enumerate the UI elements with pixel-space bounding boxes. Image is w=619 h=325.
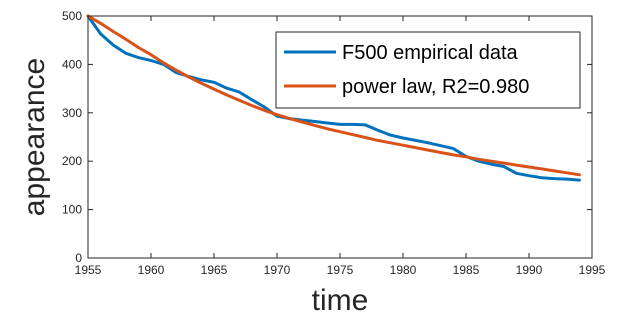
x-tick-label: 1965 (201, 263, 228, 277)
x-tick-label: 1960 (138, 263, 165, 277)
y-tick-label: 500 (62, 9, 82, 23)
legend-label-power-law: power law, R2=0.980 (342, 76, 529, 98)
x-tick-label: 1955 (75, 263, 102, 277)
legend-box (275, 31, 581, 109)
x-tick-label: 1995 (579, 263, 606, 277)
legend: F500 empirical data power law, R2=0.980 (275, 31, 581, 109)
x-tick-label: 1985 (453, 263, 480, 277)
y-tick-label: 200 (62, 154, 82, 168)
series-layer (86, 14, 581, 182)
y-axis-label: appearance (18, 58, 51, 216)
y-tick-label: 0 (75, 251, 82, 265)
x-tick-label: 1975 (327, 263, 354, 277)
y-tick-label: 100 (62, 203, 82, 217)
x-tick-label: 1970 (264, 263, 291, 277)
legend-label-empirical: F500 empirical data (342, 42, 519, 64)
y-tick-label: 300 (62, 106, 82, 120)
x-tick-label: 1990 (516, 263, 543, 277)
y-tick-label: 400 (62, 57, 82, 71)
x-axis-label: time (312, 284, 369, 317)
series-line-empirical (86, 14, 581, 182)
series-line-power-law (86, 14, 581, 177)
ticks-layer: 1955 1960 1965 1970 1975 1980 1985 1990 1995 0 100… (62, 9, 606, 277)
x-tick-label: 1980 (390, 263, 417, 277)
